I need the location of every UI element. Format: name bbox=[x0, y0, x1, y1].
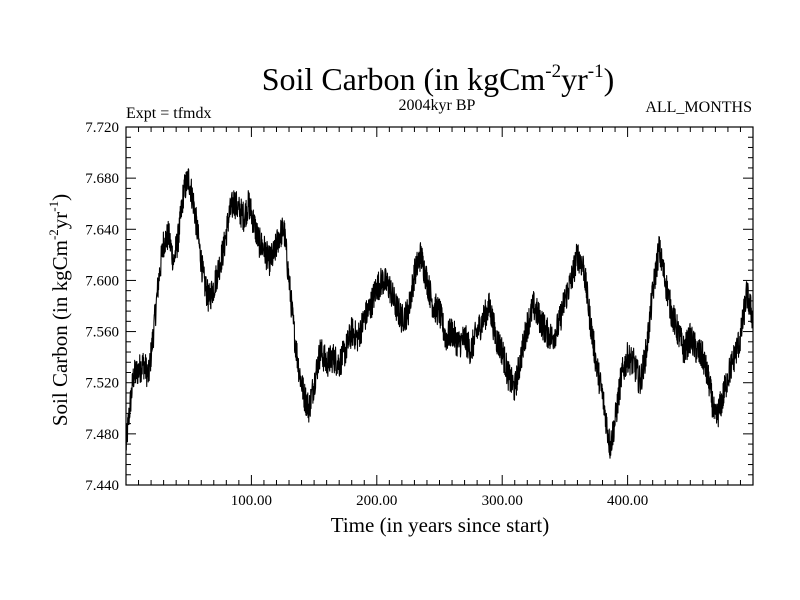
x-tick-label: 400.00 bbox=[607, 493, 648, 509]
y-tick-label: 7.520 bbox=[85, 376, 119, 392]
y-tick-label: 7.560 bbox=[85, 325, 119, 341]
axis-tick-labels: 100.00 200.00 300.00 400.00 7.440 7.480 7.520 7… bbox=[85, 120, 648, 509]
y-tick-label: 7.440 bbox=[85, 478, 119, 494]
experiment-note: Expt = tfmdx bbox=[126, 105, 211, 122]
x-axis-label: Time (in years since start) bbox=[331, 513, 550, 537]
y-axis-label: Soil Carbon (in kgCm-2yr-1) bbox=[46, 194, 72, 426]
y-tick-label: 7.640 bbox=[85, 222, 119, 238]
y-tick-label: 7.720 bbox=[85, 120, 119, 136]
axis-ticks bbox=[126, 127, 753, 485]
y-tick-label: 7.680 bbox=[85, 171, 119, 187]
soil-carbon-series-line bbox=[125, 168, 754, 459]
x-tick-label: 200.00 bbox=[356, 493, 397, 509]
months-note: ALL_MONTHS bbox=[645, 99, 752, 116]
chart-subtitle: 2004kyr BP bbox=[399, 97, 476, 114]
y-tick-label: 7.480 bbox=[85, 427, 119, 443]
chart-title: Soil Carbon (in kgCm-2yr-1) bbox=[262, 61, 615, 97]
y-tick-label: 7.600 bbox=[85, 273, 119, 289]
x-tick-label: 100.00 bbox=[231, 493, 272, 509]
x-tick-label: 300.00 bbox=[482, 493, 523, 509]
